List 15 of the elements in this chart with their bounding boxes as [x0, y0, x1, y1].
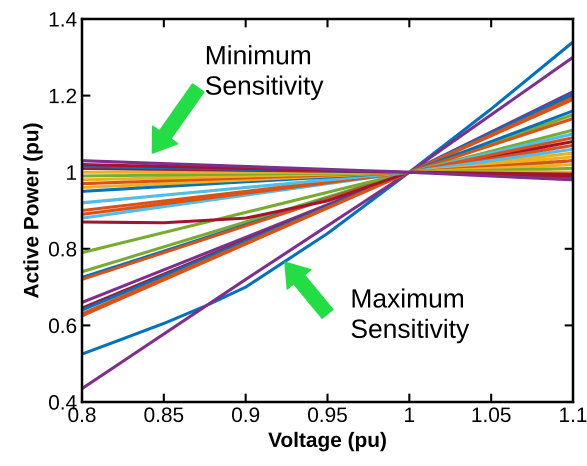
y-axis-title: Active Power (pu)	[23, 124, 43, 298]
x-tick-label: 1	[405, 408, 414, 422]
annotation: Minimum Sensitivity	[206, 45, 324, 100]
y-tick-label: 0.8	[48, 242, 76, 257]
x-tick-label: 1.1	[560, 408, 586, 422]
y-tick-label: 1.4	[50, 12, 77, 27]
y-tick-label: 0.6	[48, 318, 76, 334]
x-tick-label: 0.9	[232, 407, 260, 422]
x-tick-label: 0.85	[144, 407, 184, 422]
x-tick-label: 1.05	[472, 407, 511, 422]
y-tick-label: 1	[67, 165, 76, 180]
x-tick-label: 0.95	[308, 407, 347, 422]
annotation: Maximum Sensitivity	[352, 288, 470, 344]
x-axis-title: Voltage (pu)	[268, 432, 386, 452]
y-tick-label: 1.2	[50, 88, 76, 104]
